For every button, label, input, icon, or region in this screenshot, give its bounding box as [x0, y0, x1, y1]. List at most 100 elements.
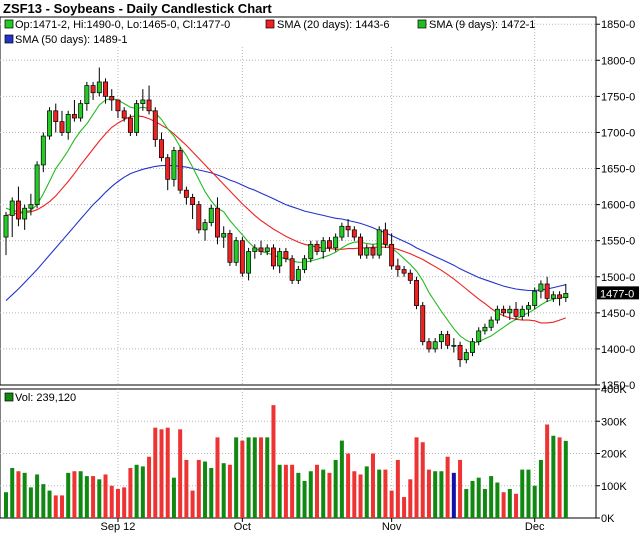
- candle-body: [190, 197, 196, 205]
- candle-body: [302, 258, 308, 270]
- candle-body: [239, 240, 245, 274]
- candle-body: [395, 265, 401, 270]
- candle-body: [140, 99, 146, 104]
- volume-bar: [395, 459, 400, 518]
- volume-bar: [482, 488, 487, 518]
- candle-body: [339, 225, 345, 238]
- volume-bars: [4, 405, 568, 518]
- volume-bar: [408, 479, 413, 518]
- volume-bar: [346, 453, 351, 518]
- volume-tick-label: 200K: [601, 449, 627, 461]
- price-tick-label: 1800-0: [601, 55, 635, 67]
- candle-body: [494, 308, 500, 321]
- candle-body: [109, 96, 115, 101]
- candle-body: [463, 352, 469, 361]
- last-price-label: 1477-0: [600, 288, 634, 300]
- volume-bar: [377, 469, 382, 518]
- volume-bar: [321, 469, 326, 518]
- volume-bar: [196, 459, 201, 518]
- candle-body: [252, 247, 258, 252]
- candle-body: [519, 308, 525, 317]
- candle-body: [401, 269, 407, 274]
- volume-bar: [563, 440, 568, 518]
- candle-body: [420, 305, 426, 343]
- candle-body: [376, 229, 382, 256]
- volume-bar: [495, 482, 500, 518]
- volume-bar: [514, 493, 519, 518]
- volume-bar: [252, 437, 257, 518]
- volume-bar: [433, 471, 438, 518]
- volume-legend-swatch: [4, 392, 14, 402]
- candle-body: [183, 189, 189, 198]
- volume-bar: [72, 471, 77, 518]
- price-tick-label: 1400-0: [601, 344, 635, 356]
- candle-body: [53, 110, 59, 122]
- candle-body: [389, 243, 395, 267]
- volume-bar: [59, 495, 64, 518]
- candle-body: [264, 247, 270, 252]
- legend-sma50: SMA (50 days): 1489-1: [15, 34, 128, 46]
- volume-bar: [97, 479, 102, 518]
- candle-body: [271, 247, 276, 267]
- volume-bar: [489, 476, 494, 518]
- volume-tick-label: 300K: [601, 416, 627, 428]
- volume-bar: [4, 492, 8, 518]
- candle-body: [351, 229, 357, 238]
- candle-body: [22, 207, 28, 220]
- candle-body: [34, 164, 40, 205]
- candle-body: [59, 121, 65, 133]
- volume-bar: [109, 485, 114, 518]
- candle-body: [146, 99, 152, 112]
- volume-bar: [283, 464, 288, 518]
- price-tick-label: 1550-0: [601, 236, 635, 248]
- volume-bar: [470, 480, 475, 518]
- candle-body: [426, 341, 432, 350]
- candle-body: [78, 103, 84, 119]
- candle-body: [532, 290, 538, 306]
- volume-bar: [290, 464, 295, 518]
- last-price-tag-background: [597, 286, 639, 300]
- volume-bar: [227, 464, 232, 518]
- volume-bar: [265, 437, 270, 518]
- sma50-line: [5, 165, 566, 302]
- volume-bar: [526, 469, 531, 518]
- volume-panel: 0K 100K 200K 300K 400K: [0, 384, 627, 525]
- candle-body: [283, 251, 289, 260]
- volume-bar: [538, 459, 543, 518]
- candle-body: [90, 85, 96, 94]
- x-axis: Sep 12 Oct Nov Dec: [101, 518, 545, 533]
- volume-bar: [271, 405, 276, 518]
- candle-body: [9, 200, 15, 216]
- candle-body: [488, 319, 494, 328]
- volume-bar: [501, 492, 506, 518]
- candle-body: [445, 334, 451, 346]
- price-plot-frame: [0, 16, 597, 386]
- volume-tick-label: 0K: [601, 513, 615, 525]
- volume-axis: 0K 100K 200K 300K 400K: [596, 384, 627, 525]
- candle-body: [314, 243, 320, 252]
- volume-bar: [28, 487, 33, 518]
- candle-body: [382, 229, 388, 245]
- volume-bar: [327, 472, 332, 518]
- volume-bar: [520, 469, 525, 518]
- volume-bar: [296, 472, 301, 518]
- volume-bar: [190, 490, 195, 518]
- candle-body: [550, 294, 556, 299]
- volume-bar: [159, 429, 164, 518]
- price-panel: 1350-0 1400-0 1450-0 1500-0 1550-0 1600-0 1650…: [0, 16, 635, 392]
- legend-background: [1, 18, 421, 46]
- volume-bar: [66, 472, 71, 518]
- volume-bar: [128, 468, 133, 518]
- price-axis: 1350-0 1400-0 1450-0 1500-0 1550-0 1600-0 1650…: [596, 19, 635, 392]
- volume-bar: [103, 474, 108, 518]
- volume-bar: [383, 469, 388, 518]
- legend-sma9: SMA (9 days): 1472-1: [429, 19, 535, 31]
- candle-body: [221, 233, 227, 238]
- volume-bar: [414, 437, 419, 518]
- candle-body: [258, 247, 264, 252]
- candle-body: [71, 114, 77, 119]
- candle-body: [277, 251, 283, 267]
- candle-body: [15, 200, 21, 220]
- candle-body: [320, 240, 326, 252]
